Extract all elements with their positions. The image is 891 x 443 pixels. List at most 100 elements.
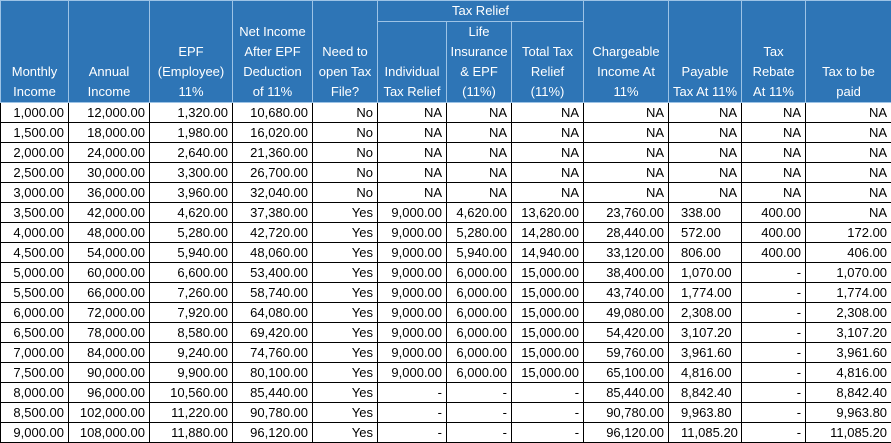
cell: 5,940.00 xyxy=(150,243,233,263)
cell: 8,500.00 xyxy=(1,403,69,423)
cell: NA xyxy=(584,123,669,143)
cell: 18,000.00 xyxy=(69,123,150,143)
cell: 572.00 xyxy=(669,223,742,243)
cell: 338.00 xyxy=(669,203,742,223)
cell: 5,280.00 xyxy=(447,223,512,243)
cell: NA xyxy=(742,183,806,203)
cell: 10,680.00 xyxy=(233,103,313,123)
cell: 90,780.00 xyxy=(584,403,669,423)
cell: No xyxy=(313,123,378,143)
cell: 21,360.00 xyxy=(233,143,313,163)
cell: NA xyxy=(512,103,584,123)
cell: 2,000.00 xyxy=(1,143,69,163)
cell: 15,000.00 xyxy=(512,303,584,323)
cell: 90,780.00 xyxy=(233,403,313,423)
cell: NA xyxy=(806,163,891,183)
cell: 84,000.00 xyxy=(69,343,150,363)
cell: Yes xyxy=(313,363,378,383)
cell: 1,070.00 xyxy=(806,263,891,283)
cell: 9,963.80 xyxy=(669,403,742,423)
cell: NA xyxy=(378,123,447,143)
cell: 5,500.00 xyxy=(1,283,69,303)
cell: 90,000.00 xyxy=(69,363,150,383)
cell: NA xyxy=(806,123,891,143)
column-header: Payable Tax At 11% xyxy=(669,1,742,103)
cell: 9,000.00 xyxy=(378,343,447,363)
cell: 60,000.00 xyxy=(69,263,150,283)
cell: NA xyxy=(669,183,742,203)
cell: NA xyxy=(669,143,742,163)
cell: 6,500.00 xyxy=(1,323,69,343)
cell: 96,000.00 xyxy=(69,383,150,403)
cell: 23,760.00 xyxy=(584,203,669,223)
cell: Yes xyxy=(313,403,378,423)
cell: 1,774.00 xyxy=(806,283,891,303)
cell: 6,000.00 xyxy=(447,323,512,343)
cell: - xyxy=(378,423,447,443)
cell: Yes xyxy=(313,303,378,323)
cell: NA xyxy=(512,183,584,203)
cell: 9,240.00 xyxy=(150,343,233,363)
column-header: Need to open Tax File? xyxy=(313,1,378,103)
cell: 33,120.00 xyxy=(584,243,669,263)
cell: - xyxy=(742,343,806,363)
cell: 102,000.00 xyxy=(69,403,150,423)
cell: 15,000.00 xyxy=(512,363,584,383)
cell: 9,000.00 xyxy=(378,363,447,383)
cell: 7,920.00 xyxy=(150,303,233,323)
cell: 30,000.00 xyxy=(69,163,150,183)
cell: 64,080.00 xyxy=(233,303,313,323)
cell: - xyxy=(447,383,512,403)
cell: 11,085.20 xyxy=(806,423,891,443)
cell: 400.00 xyxy=(742,243,806,263)
cell: 9,000.00 xyxy=(1,423,69,443)
cell: NA xyxy=(512,123,584,143)
cell: 1,980.00 xyxy=(150,123,233,143)
cell: 42,720.00 xyxy=(233,223,313,243)
cell: 28,440.00 xyxy=(584,223,669,243)
cell: 1,500.00 xyxy=(1,123,69,143)
cell: Yes xyxy=(313,243,378,263)
cell: 1,070.00 xyxy=(669,263,742,283)
cell: 6,000.00 xyxy=(447,363,512,383)
cell: 11,085.20 xyxy=(669,423,742,443)
cell: NA xyxy=(806,143,891,163)
cell: 14,940.00 xyxy=(512,243,584,263)
cell: 108,000.00 xyxy=(69,423,150,443)
cell: NA xyxy=(742,103,806,123)
cell: - xyxy=(742,383,806,403)
cell: - xyxy=(742,323,806,343)
cell: 72,000.00 xyxy=(69,303,150,323)
cell: No xyxy=(313,103,378,123)
cell: 32,040.00 xyxy=(233,183,313,203)
cell: 48,000.00 xyxy=(69,223,150,243)
cell: - xyxy=(742,303,806,323)
cell: 1,320.00 xyxy=(150,103,233,123)
cell: 15,000.00 xyxy=(512,343,584,363)
cell: 4,620.00 xyxy=(150,203,233,223)
cell: NA xyxy=(584,103,669,123)
cell: NA xyxy=(378,143,447,163)
cell: 9,000.00 xyxy=(378,203,447,223)
cell: 4,500.00 xyxy=(1,243,69,263)
cell: 8,842.40 xyxy=(669,383,742,403)
column-header: Tax to be paid xyxy=(806,1,891,103)
cell: 6,000.00 xyxy=(447,303,512,323)
cell: 5,940.00 xyxy=(447,243,512,263)
cell: 5,280.00 xyxy=(150,223,233,243)
cell: No xyxy=(313,143,378,163)
cell: - xyxy=(378,403,447,423)
cell: NA xyxy=(742,163,806,183)
group-header: Tax Relief xyxy=(378,1,584,22)
cell: 26,700.00 xyxy=(233,163,313,183)
cell: 3,961.60 xyxy=(806,343,891,363)
